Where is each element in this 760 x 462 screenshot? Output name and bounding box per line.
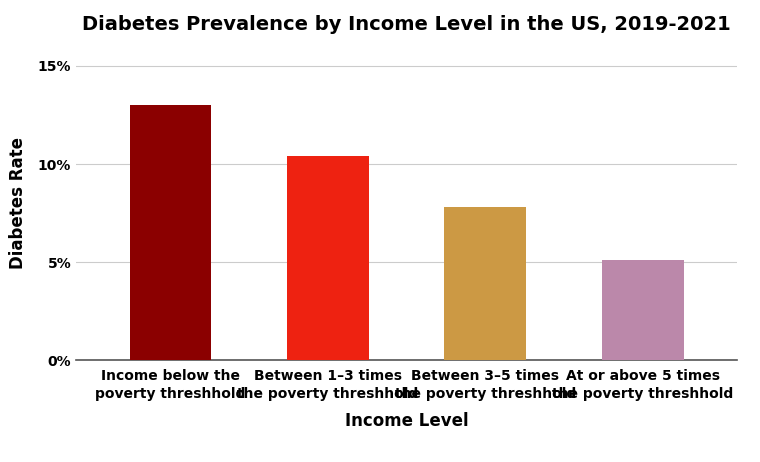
- Bar: [445, 207, 526, 360]
- Title: Diabetes Prevalence by Income Level in the US, 2019-2021: Diabetes Prevalence by Income Level in t…: [82, 14, 731, 34]
- Bar: [129, 105, 211, 360]
- X-axis label: Income Level: Income Level: [345, 412, 468, 430]
- Bar: [602, 260, 684, 360]
- Y-axis label: Diabetes Rate: Diabetes Rate: [8, 137, 27, 269]
- Bar: [287, 156, 369, 360]
